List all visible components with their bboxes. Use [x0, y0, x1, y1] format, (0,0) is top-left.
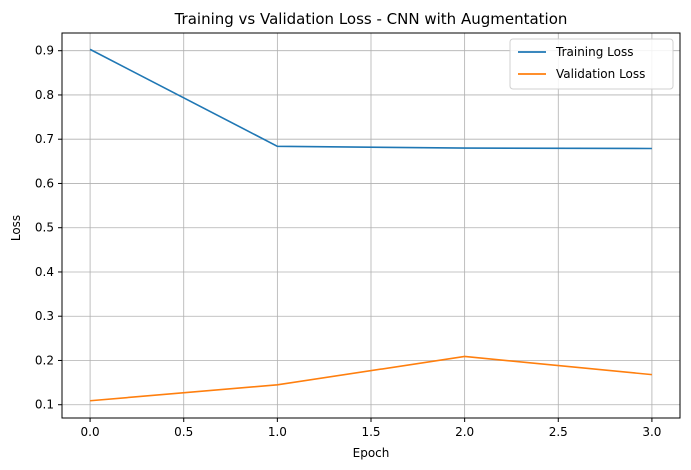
x-tick-label: 2.0	[455, 425, 474, 439]
chart-title: Training vs Validation Loss - CNN with A…	[174, 10, 568, 28]
series-line-validation-loss	[90, 355, 652, 402]
y-tick-label: 0.4	[35, 265, 54, 279]
legend-box	[509, 38, 674, 90]
y-tick-label: 0.9	[35, 44, 54, 58]
x-tick-label: 2.5	[549, 425, 568, 439]
y-tick-label: 0.1	[35, 398, 54, 412]
grid	[62, 33, 680, 418]
y-axis-label: Loss	[9, 215, 23, 241]
x-tick-label: 3.0	[642, 425, 661, 439]
x-axis-label: Epoch	[353, 446, 390, 460]
y-tick-label: 0.2	[35, 353, 54, 367]
x-tick-label: 1.0	[268, 425, 287, 439]
y-tick-label: 0.5	[35, 221, 54, 235]
x-tick-label: 0.5	[174, 425, 193, 439]
x-tick-label: 0.0	[81, 425, 100, 439]
legend: Training Loss Validation Loss	[509, 38, 674, 90]
ticks: 0.0 0.5 1.0 1.5 2.0 2.5 3.0 0.1 0.2 0.3 0.4 0.5 0.6 0…	[35, 44, 662, 439]
y-tick-label: 0.8	[35, 88, 54, 102]
legend-label: Validation Loss	[556, 67, 645, 81]
legend-label: Training Loss	[555, 45, 633, 59]
y-tick-label: 0.3	[35, 309, 54, 323]
series-line-training-loss	[89, 48, 652, 150]
y-tick-label: 0.6	[35, 176, 54, 190]
series-lines	[89, 48, 652, 402]
x-tick-label: 1.5	[361, 425, 380, 439]
y-tick-label: 0.7	[35, 132, 54, 146]
